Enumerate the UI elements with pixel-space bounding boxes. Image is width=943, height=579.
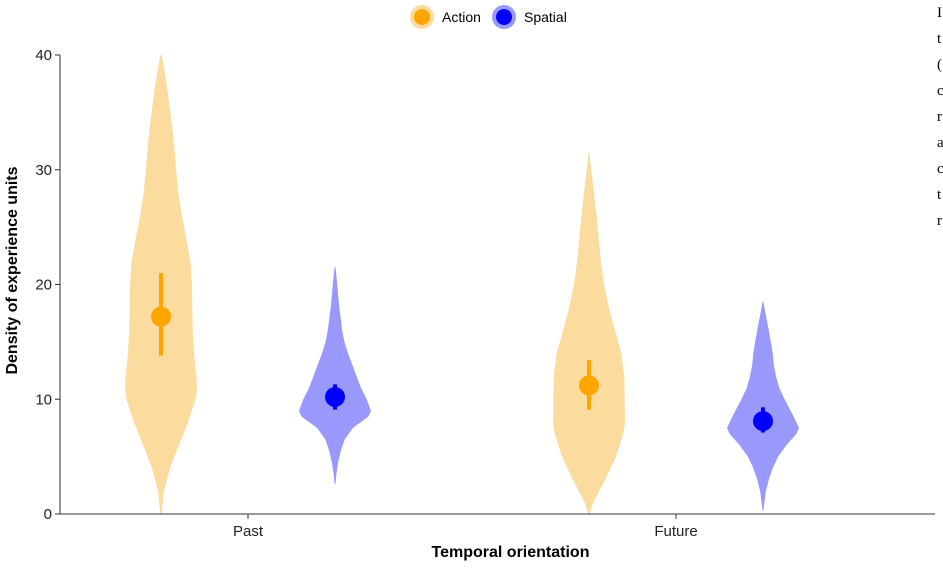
y-tick-label: 20 (35, 277, 52, 294)
x-tick-label: Future (654, 523, 697, 540)
mean-point-action-future (579, 375, 599, 396)
side-text-char: t (937, 31, 942, 47)
legend-label-action: Action (442, 9, 481, 25)
legend-key-spatial (492, 5, 516, 29)
violin-spatial-past (299, 267, 371, 485)
y-tick-label: 0 (44, 506, 52, 523)
y-tick-label: 10 (35, 391, 52, 408)
side-text-char: c (937, 83, 943, 99)
side-text-char: ( (937, 57, 942, 73)
y-tick-label: 40 (35, 47, 52, 64)
violin-spatial-future (727, 301, 799, 511)
y-tick-label: 30 (35, 162, 52, 179)
legend-label-spatial: Spatial (524, 9, 567, 25)
side-text-char: a (937, 135, 943, 151)
side-text-char: I (937, 5, 942, 21)
mean-point-spatial-past (325, 386, 345, 407)
mean-point-action-past (151, 306, 171, 327)
x-tick-label: Past (233, 523, 264, 540)
side-text-char: t (937, 187, 942, 203)
side-text-char: c (937, 161, 943, 177)
legend-key-action (410, 5, 434, 29)
legend: Action Spatial (410, 5, 567, 29)
side-text-char: r (937, 109, 942, 125)
violin-action-future (553, 152, 625, 514)
x-axis-title: Temporal orientation (432, 544, 590, 561)
axes: 0 10 20 30 40 Past Future (35, 47, 935, 540)
violins (125, 55, 799, 514)
side-text-char: r (937, 213, 942, 229)
mean-point-spatial-future (753, 411, 773, 432)
y-axis-title: Density of experience units (4, 166, 21, 374)
